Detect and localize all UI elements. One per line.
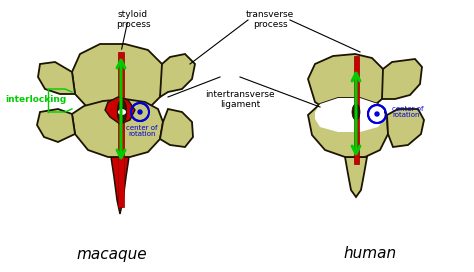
Polygon shape — [160, 54, 195, 97]
Bar — [354, 56, 359, 164]
Polygon shape — [105, 97, 135, 124]
Polygon shape — [387, 109, 424, 147]
Ellipse shape — [118, 100, 127, 118]
Text: human: human — [344, 246, 397, 261]
Ellipse shape — [352, 104, 360, 120]
Polygon shape — [72, 99, 163, 157]
Polygon shape — [111, 157, 129, 214]
Circle shape — [375, 112, 379, 116]
Polygon shape — [308, 98, 388, 157]
Text: styloid
process: styloid process — [116, 10, 150, 29]
Text: center of
rotation: center of rotation — [126, 125, 158, 138]
Circle shape — [138, 110, 142, 114]
Polygon shape — [38, 62, 75, 94]
Polygon shape — [342, 112, 370, 159]
Bar — [118, 52, 124, 207]
Polygon shape — [72, 44, 165, 114]
Text: transverse
process: transverse process — [246, 10, 294, 29]
Polygon shape — [315, 98, 384, 132]
Text: interlocking: interlocking — [5, 95, 66, 104]
Polygon shape — [308, 54, 386, 114]
Polygon shape — [345, 157, 367, 197]
Text: intertransverse
ligament: intertransverse ligament — [205, 90, 275, 109]
Ellipse shape — [118, 109, 126, 115]
Text: center of
rotation: center of rotation — [392, 106, 423, 118]
Ellipse shape — [118, 108, 127, 122]
Polygon shape — [110, 112, 130, 164]
Polygon shape — [160, 109, 193, 147]
Text: macaque: macaque — [77, 246, 147, 261]
Polygon shape — [382, 59, 422, 99]
Polygon shape — [37, 109, 75, 142]
